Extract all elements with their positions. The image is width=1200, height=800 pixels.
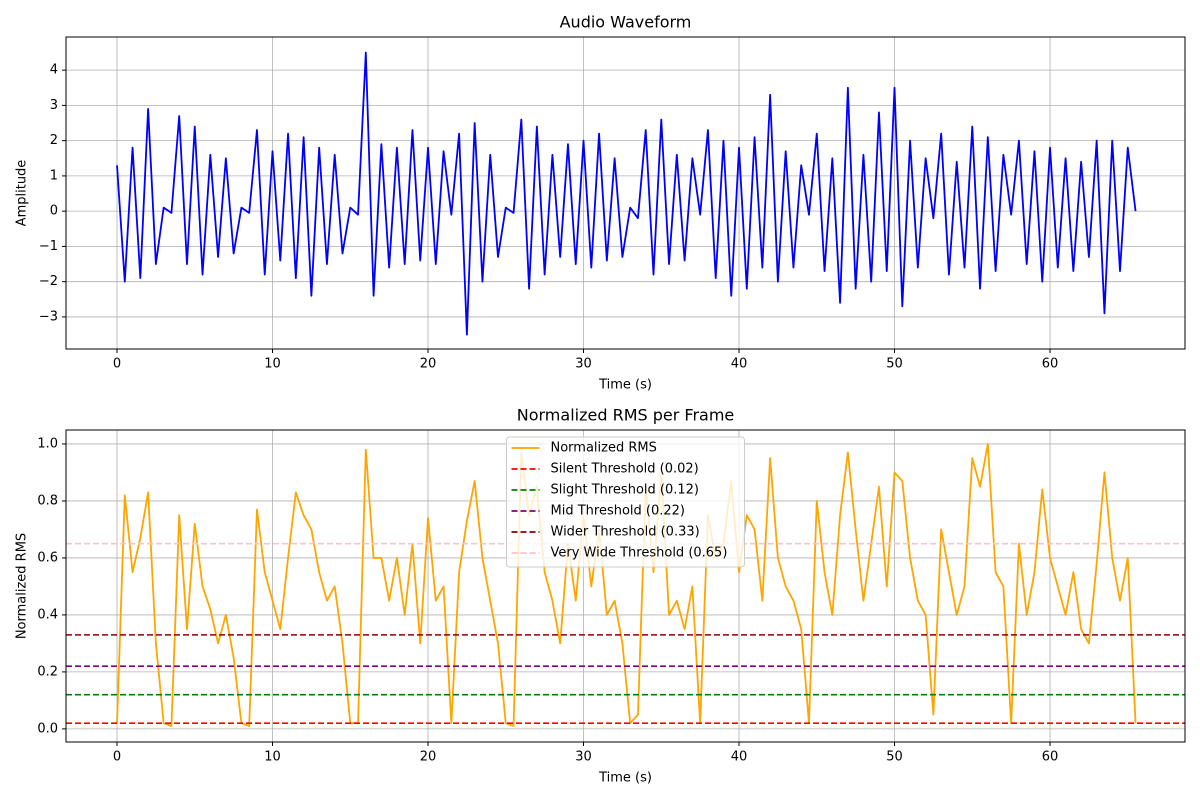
axes-frame bbox=[65, 429, 1186, 743]
y-tick-label: 0.6 bbox=[37, 550, 58, 565]
legend-label: Silent Threshold (0.02) bbox=[551, 462, 699, 477]
x-axis-label: Time (s) bbox=[598, 771, 652, 786]
x-axis-label: Time (s) bbox=[598, 378, 652, 393]
y-tick-label: 0.4 bbox=[37, 607, 58, 622]
x-tick-label: 30 bbox=[575, 750, 592, 765]
y-tick-label: 4 bbox=[50, 63, 58, 78]
legend-label: Mid Threshold (0.22) bbox=[551, 504, 686, 519]
y-tick-label: 3 bbox=[50, 98, 58, 113]
x-tick-label: 20 bbox=[420, 357, 437, 372]
x-tick-label: 20 bbox=[420, 750, 437, 765]
x-tick-label: 40 bbox=[731, 357, 748, 372]
x-tick-label: 60 bbox=[1042, 750, 1059, 765]
y-axis-label: Normalized RMS bbox=[15, 533, 30, 639]
y-tick-label: −1 bbox=[39, 239, 58, 254]
x-tick-label: 40 bbox=[731, 750, 748, 765]
chart-title: Normalized RMS per Frame bbox=[517, 406, 735, 425]
y-tick-label: 0.0 bbox=[37, 721, 58, 736]
x-tick-label: 30 bbox=[575, 357, 592, 372]
axes-frame bbox=[65, 36, 1186, 350]
y-tick-label: 1 bbox=[50, 168, 58, 183]
y-tick-label: 0.2 bbox=[37, 664, 58, 679]
data-line bbox=[116, 443, 1137, 727]
legend-label: Very Wide Threshold (0.65) bbox=[551, 546, 728, 561]
legend-box bbox=[506, 436, 745, 568]
x-tick-label: 50 bbox=[886, 357, 903, 372]
y-tick-label: 2 bbox=[50, 133, 58, 148]
x-tick-label: 10 bbox=[264, 357, 281, 372]
legend-label: Wider Threshold (0.33) bbox=[551, 525, 700, 540]
legend-label: Slight Threshold (0.12) bbox=[551, 483, 699, 498]
y-tick-label: 0 bbox=[50, 204, 58, 219]
y-axis-label: Amplitude bbox=[15, 160, 30, 227]
legend-label: Normalized RMS bbox=[551, 441, 657, 456]
data-line bbox=[116, 51, 1137, 336]
chart-title: Audio Waveform bbox=[560, 13, 692, 32]
y-tick-label: −2 bbox=[39, 274, 58, 289]
y-tick-label: −3 bbox=[39, 309, 58, 324]
y-tick-label: 1.0 bbox=[37, 436, 58, 451]
x-tick-label: 0 bbox=[113, 357, 121, 372]
x-tick-label: 0 bbox=[113, 750, 121, 765]
x-tick-label: 10 bbox=[264, 750, 281, 765]
x-tick-label: 50 bbox=[886, 750, 903, 765]
y-tick-label: 0.8 bbox=[37, 493, 58, 508]
x-tick-label: 60 bbox=[1042, 357, 1059, 372]
